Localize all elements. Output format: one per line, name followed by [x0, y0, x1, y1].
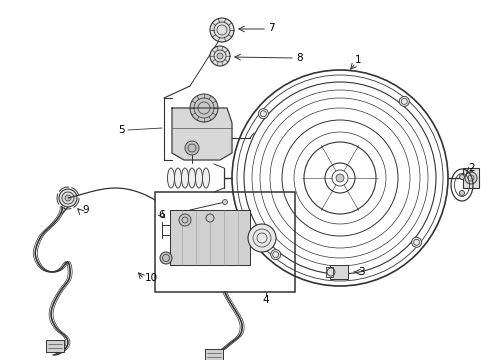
Ellipse shape: [202, 168, 210, 188]
Bar: [46, 340, 64, 352]
Circle shape: [336, 174, 344, 182]
Circle shape: [248, 224, 276, 252]
Text: 7: 7: [268, 23, 274, 33]
Circle shape: [412, 237, 421, 247]
Text: 8: 8: [296, 53, 303, 63]
Circle shape: [160, 252, 172, 264]
Circle shape: [270, 249, 281, 260]
Ellipse shape: [196, 168, 202, 188]
Text: 4: 4: [263, 295, 270, 305]
Text: 3: 3: [358, 267, 365, 277]
Text: 1: 1: [355, 55, 362, 65]
Circle shape: [65, 195, 71, 201]
Text: 5: 5: [118, 125, 124, 135]
Ellipse shape: [174, 168, 181, 188]
Circle shape: [59, 189, 77, 207]
Circle shape: [206, 214, 214, 222]
Circle shape: [185, 141, 199, 155]
Text: 9: 9: [82, 205, 89, 215]
Bar: [155, 192, 295, 292]
Circle shape: [399, 96, 409, 107]
Bar: [205, 349, 223, 360]
Polygon shape: [172, 108, 232, 160]
Ellipse shape: [189, 168, 196, 188]
Circle shape: [460, 190, 465, 195]
Ellipse shape: [168, 168, 174, 188]
Circle shape: [179, 214, 191, 226]
Text: 6: 6: [158, 210, 165, 220]
Bar: [170, 210, 250, 265]
Circle shape: [465, 172, 477, 184]
Circle shape: [222, 199, 227, 204]
Circle shape: [460, 175, 465, 180]
Bar: [326, 267, 333, 277]
Text: 10: 10: [145, 273, 158, 283]
Circle shape: [217, 53, 223, 59]
Circle shape: [258, 109, 269, 119]
Text: 2: 2: [468, 163, 475, 173]
Bar: [463, 168, 479, 188]
Circle shape: [190, 94, 218, 122]
Circle shape: [210, 46, 230, 66]
Circle shape: [210, 18, 234, 42]
Bar: [170, 210, 250, 265]
Ellipse shape: [181, 168, 189, 188]
Bar: [330, 265, 348, 279]
